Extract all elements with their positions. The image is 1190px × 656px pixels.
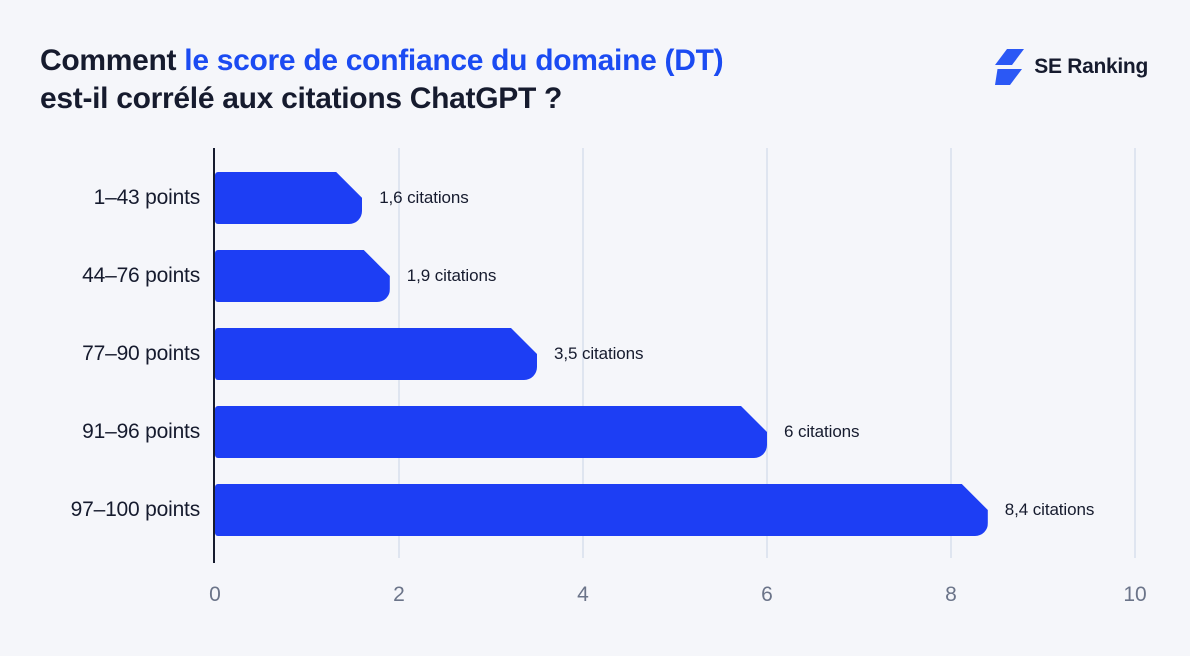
plot-area: 1,6 citations 1,9 citations 3,5 citations 6…	[213, 148, 1136, 563]
category-label: 91–96 points	[82, 420, 200, 443]
value-label: 3,5 citations	[554, 344, 644, 363]
gridline-x-6	[766, 148, 768, 558]
bar-chart: 1–43 points 44–76 points 77–90 points 91–96…	[40, 148, 1136, 563]
value-label: 1,9 citations	[406, 266, 497, 285]
bar-97–100-points	[215, 484, 988, 536]
category-labels-column: 1–43 points 44–76 points 77–90 points 91–96…	[40, 148, 215, 558]
x-tick-label: 4	[577, 583, 589, 606]
title-line2: est-il corrélé aux citations ChatGPT ?	[40, 82, 563, 115]
bar-1–43-points	[215, 172, 362, 224]
x-tick-label: 10	[1123, 583, 1147, 606]
category-label: 97–100 points	[70, 498, 201, 521]
x-tick-label: 8	[945, 583, 957, 606]
gridline-x-10	[1134, 148, 1136, 558]
y-axis-line	[213, 148, 215, 563]
x-tick-label: 2	[393, 583, 405, 606]
x-axis-ticks: 0 2 4 6 8 10	[209, 583, 1147, 613]
category-label: 77–90 points	[82, 342, 200, 365]
bar-44–76-points	[215, 250, 390, 302]
category-label: 1–43 points	[93, 186, 201, 209]
value-label: 6 citations	[784, 422, 860, 441]
page-title: Comment le score de confiance du domaine…	[40, 42, 724, 118]
value-label: 8,4 citations	[1004, 500, 1095, 519]
x-tick-label: 0	[209, 583, 221, 606]
category-label: 44–76 points	[82, 264, 200, 287]
title-highlight: le score de confiance du domaine (DT)	[184, 44, 724, 77]
logo-text: SE Ranking	[1034, 55, 1148, 78]
value-label: 1,6 citations	[379, 188, 469, 207]
title-part1: Comment	[40, 44, 177, 77]
gridline-x-8	[950, 148, 952, 558]
x-tick-label: 6	[761, 583, 773, 606]
gridline-x-4	[582, 148, 584, 558]
bar-77–90-points	[215, 328, 537, 380]
se-ranking-logo: SE Ranking	[995, 48, 1148, 86]
bar-91–96-points	[215, 406, 767, 458]
lightning-bolt-icon	[995, 48, 1025, 86]
header: Comment le score de confiance du domaine…	[0, 0, 1190, 118]
